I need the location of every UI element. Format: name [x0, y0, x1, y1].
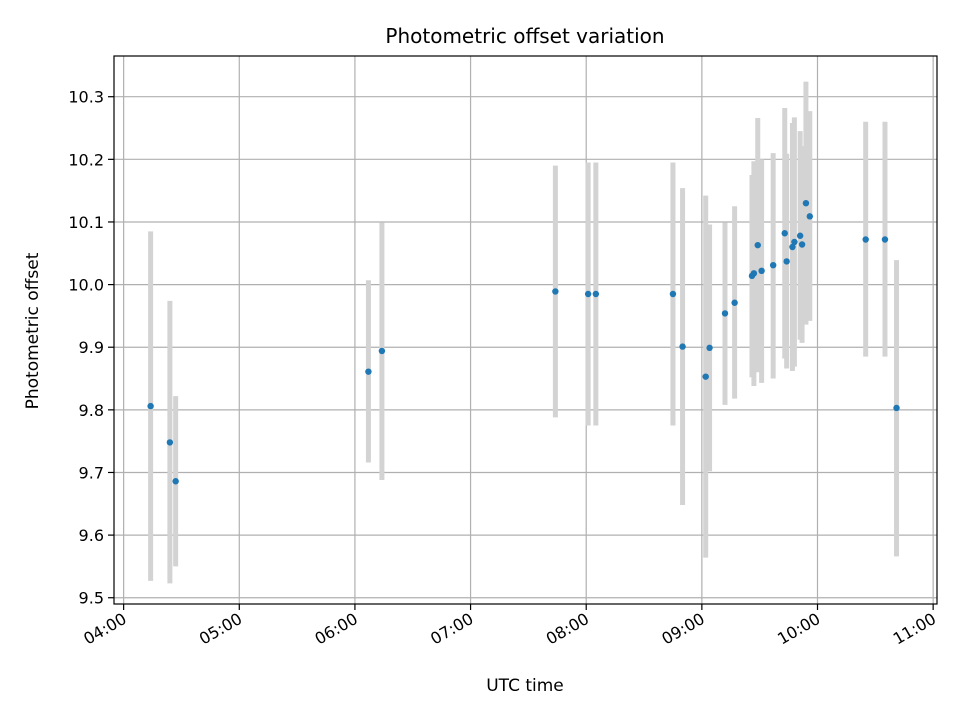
y-tick-label: 9.9 — [79, 338, 104, 357]
y-tick-label: 9.5 — [79, 589, 104, 608]
data-point — [679, 343, 686, 350]
data-point — [584, 290, 592, 298]
y-tick-label: 9.7 — [79, 463, 104, 482]
data-point — [862, 236, 869, 243]
data-point — [791, 238, 798, 246]
data-point — [731, 299, 738, 306]
marker-layer — [147, 199, 900, 485]
data-point — [806, 213, 813, 220]
data-point — [893, 404, 900, 412]
x-tick-label: 04:00 — [80, 609, 129, 649]
data-point — [172, 478, 179, 485]
x-axis-label: UTC time — [486, 676, 564, 696]
data-point — [552, 288, 559, 295]
data-point — [796, 232, 804, 239]
data-point — [750, 270, 758, 277]
chart-title: Photometric offset variation — [385, 24, 664, 48]
x-tick-label: 08:00 — [543, 609, 592, 649]
x-tick-label: 09:00 — [658, 609, 707, 649]
data-point — [781, 230, 788, 237]
data-point — [783, 258, 790, 265]
x-tick-label: 06:00 — [311, 609, 360, 649]
y-tick-label: 10.3 — [68, 88, 104, 107]
data-point — [706, 344, 713, 352]
data-point — [378, 347, 386, 355]
x-tick-label: 10:00 — [774, 609, 823, 649]
data-point — [769, 261, 777, 269]
y-tick-label: 9.8 — [79, 401, 104, 420]
data-point — [166, 439, 174, 446]
grid-layer — [114, 56, 937, 604]
errorbar-layer — [148, 81, 900, 584]
data-point — [758, 267, 765, 275]
y-axis-label: Photometric offset — [23, 252, 43, 409]
x-axis-ticks: 04:00 05:00 06:00 07:00 08:00 09:00 10:00 11:00 — [80, 604, 939, 649]
data-point — [754, 241, 761, 249]
data-point — [365, 368, 372, 375]
x-tick-label: 11:00 — [890, 609, 939, 649]
x-tick-label: 05:00 — [196, 609, 245, 649]
x-tick-label: 07:00 — [427, 609, 476, 649]
y-tick-label: 10.1 — [68, 213, 104, 232]
data-point — [147, 402, 154, 410]
data-point — [798, 241, 806, 248]
y-axis-ticks: 9.5 9.6 9.7 9.8 9.9 10.0 10.1 10.2 10.3 — [68, 88, 114, 608]
data-point — [702, 373, 709, 380]
y-tick-label: 10.2 — [68, 150, 104, 169]
plot-frame — [113, 55, 938, 605]
data-point — [789, 243, 796, 251]
data-point — [669, 290, 677, 298]
data-point — [802, 199, 810, 207]
y-tick-label: 10.0 — [68, 276, 104, 295]
data-point — [721, 310, 729, 317]
data-point — [592, 290, 600, 298]
data-point — [881, 236, 889, 243]
y-tick-label: 9.6 — [79, 526, 104, 545]
